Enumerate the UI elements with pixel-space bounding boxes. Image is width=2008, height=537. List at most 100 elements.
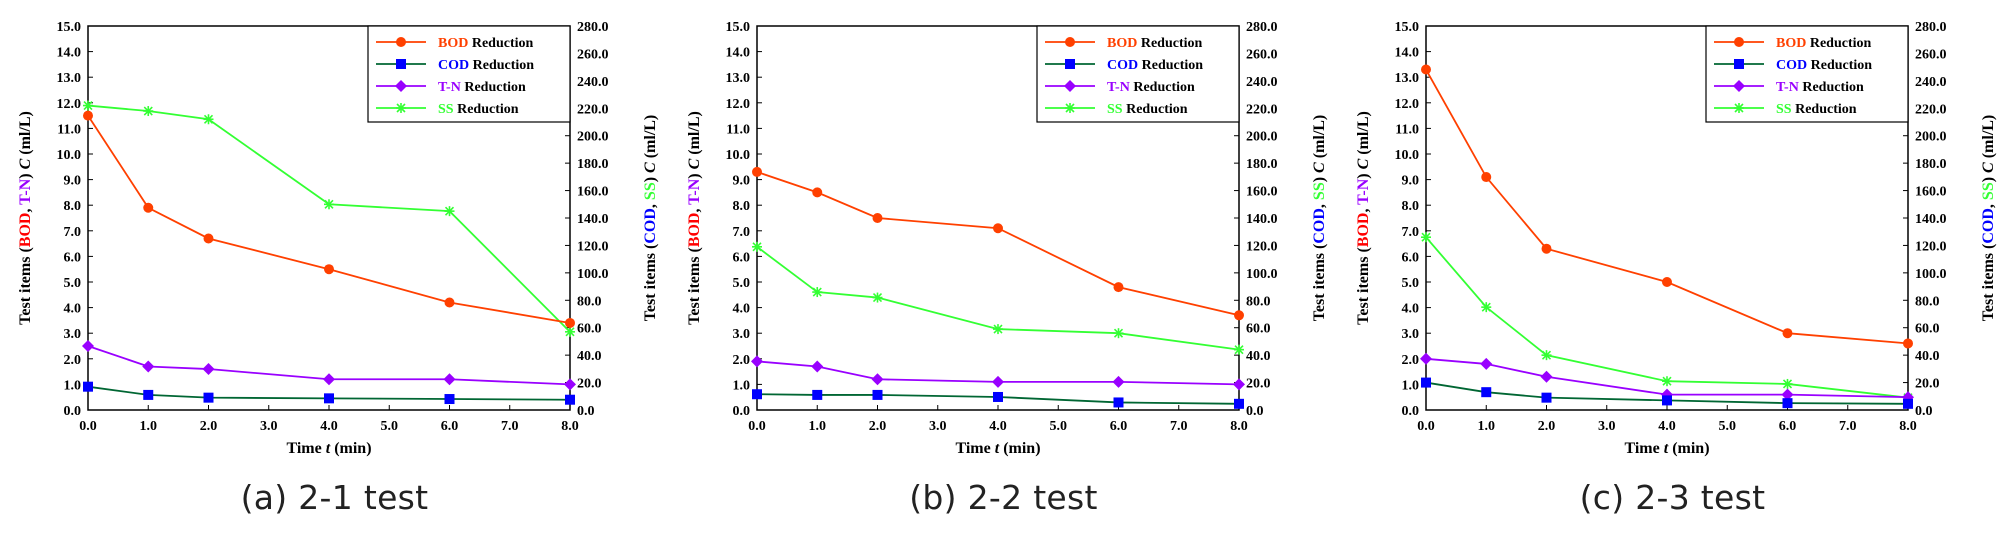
data-point-bod — [812, 187, 823, 198]
y-left-tick-label: 12.0 — [57, 97, 82, 112]
y-right-tick-label: 40.0 — [577, 349, 602, 364]
y-left-axis-label-part: C — [1355, 158, 1372, 169]
legend-label-cod: COD Reduction — [1776, 58, 1872, 73]
x-tick-label: 8.0 — [561, 419, 579, 434]
data-point-ss — [1113, 328, 1124, 339]
legend-label-name: COD — [1776, 58, 1807, 73]
y-right-tick-label: 240.0 — [1915, 75, 1947, 90]
series-line-bod — [756, 171, 1240, 317]
x-tick-label: 1.0 — [809, 419, 827, 434]
y-right-tick-label: 40.0 — [1246, 349, 1271, 364]
data-point-cod — [1903, 398, 1913, 409]
series-line-tn — [87, 345, 571, 386]
data-point-ss-stroke — [752, 242, 762, 252]
data-point-ss — [1662, 376, 1672, 387]
y-right-tick-label: 20.0 — [577, 377, 602, 392]
x-axis-label-unit: (min) — [1668, 440, 1709, 457]
data-point-ss-stroke — [83, 100, 93, 111]
data-point-cod — [565, 394, 575, 405]
data-point-ss-stroke — [565, 327, 575, 337]
y-right-tick-label: 160.0 — [577, 185, 609, 200]
y-left-axis-label-part: T-N — [17, 178, 34, 205]
y-left-axis-label-part: Test items ( — [1355, 247, 1372, 325]
y-left-tick-label: 0.0 — [733, 404, 751, 419]
y-left-tick-label: 6.0 — [64, 250, 82, 265]
legend-marker-ss-stroke — [1065, 103, 1075, 113]
x-tick-label: 5.0 — [1050, 419, 1068, 434]
y-right-tick-label: 280.0 — [577, 20, 609, 35]
legend-label-name: BOD — [438, 36, 468, 51]
y-left-tick-label: 11.0 — [1395, 122, 1419, 137]
y-right-tick-label: 80.0 — [1246, 294, 1271, 309]
legend-label-name: SS — [438, 102, 454, 117]
legend-label-bod: BOD Reduction — [1107, 36, 1203, 51]
y-left-axis-label-part: C — [686, 158, 703, 169]
legend-label-name: T-N — [1107, 80, 1130, 95]
y-left-tick-label: 6.0 — [733, 250, 751, 265]
y-right-tick-label: 220.0 — [577, 102, 609, 117]
data-point-ss — [444, 206, 455, 217]
legend-label-rest: Reduction — [1799, 80, 1864, 95]
legend-label-rest: Reduction — [1806, 36, 1871, 51]
y-left-tick-label: 3.0 — [64, 327, 82, 342]
x-axis-label: Time t (min) — [1624, 440, 1709, 457]
data-point-bod — [1782, 328, 1793, 339]
data-point-ss — [1421, 232, 1431, 243]
data-point-ss-stroke — [1113, 328, 1124, 338]
y-right-tick-label: 200.0 — [1246, 130, 1278, 145]
legend-label-name: COD — [1107, 58, 1138, 73]
series-line-ss — [1425, 236, 1909, 399]
y-right-axis-label-part: C — [1980, 162, 1997, 173]
data-point-cod — [752, 389, 762, 400]
x-tick-label: 5.0 — [381, 419, 399, 434]
y-right-axis-label-part: COD — [1980, 208, 1997, 244]
data-point-tn — [323, 373, 335, 386]
x-tick-label: 7.0 — [501, 419, 519, 434]
y-left-tick-label: 15.0 — [57, 20, 82, 35]
data-point-ss — [812, 287, 823, 298]
legend-label-rest: Reduction — [1807, 58, 1872, 73]
y-right-tick-label: 140.0 — [1246, 212, 1278, 227]
y-right-axis-label-part: COD — [642, 208, 659, 244]
y-right-tick-label: 60.0 — [577, 322, 602, 337]
x-tick-label: 3.0 — [260, 419, 278, 434]
data-point-cod — [1234, 398, 1244, 409]
y-right-axis-label-part: (ml/L) — [1980, 115, 1997, 163]
data-point-cod — [1481, 387, 1492, 398]
y-left-tick-label: 9.0 — [733, 174, 751, 189]
y-right-tick-label: 0.0 — [577, 404, 595, 419]
data-point-ss — [565, 326, 575, 337]
y-right-tick-label: 240.0 — [1246, 75, 1278, 90]
data-point-ss — [1234, 344, 1244, 355]
legend-marker-ss — [1065, 103, 1075, 113]
y-left-tick-label: 5.0 — [733, 276, 751, 291]
data-point-ss — [83, 100, 93, 111]
x-axis-label-unit: (min) — [999, 440, 1040, 457]
legend-label-rest: Reduction — [1792, 102, 1857, 117]
y-right-tick-label: 60.0 — [1246, 322, 1271, 337]
y-right-tick-label: 20.0 — [1915, 377, 1940, 392]
chart-c: 0.0 1.0 2.0 3.0 4.0 5.0 6.0 7.0 8.00.01.02.03.04… — [1355, 20, 1997, 457]
data-point-tn — [142, 360, 155, 373]
data-point-bod — [1421, 64, 1431, 75]
data-point-tn — [751, 355, 763, 368]
y-right-tick-label: 0.0 — [1915, 404, 1933, 419]
y-left-tick-label: 10.0 — [726, 148, 751, 163]
data-point-cod — [1421, 377, 1431, 388]
legend-label-bod: BOD Reduction — [1776, 36, 1872, 51]
data-point-cod — [444, 394, 455, 405]
y-left-axis-label-part: (ml/L) — [17, 111, 34, 159]
data-point-ss — [872, 292, 883, 303]
chart-caption-c: (c) 2-3 test — [1579, 478, 1766, 517]
y-left-axis-label: Test items (BOD, T-N) C (ml/L) — [686, 111, 703, 325]
y-right-axis-label-part: Test items ( — [1311, 244, 1328, 322]
x-tick-label: 2.0 — [1538, 419, 1556, 434]
y-right-axis-label-part: (ml/L) — [1311, 115, 1328, 163]
y-right-axis-label-part: C — [642, 162, 659, 173]
legend-label-name: BOD — [1107, 36, 1137, 51]
y-left-axis-label-part: ) — [17, 169, 34, 178]
y-left-tick-label: 13.0 — [1395, 71, 1420, 86]
y-right-axis-label-part: ) — [1980, 173, 1997, 182]
y-left-tick-label: 12.0 — [1395, 97, 1420, 112]
legend-label-tn: T-N Reduction — [1107, 80, 1195, 95]
